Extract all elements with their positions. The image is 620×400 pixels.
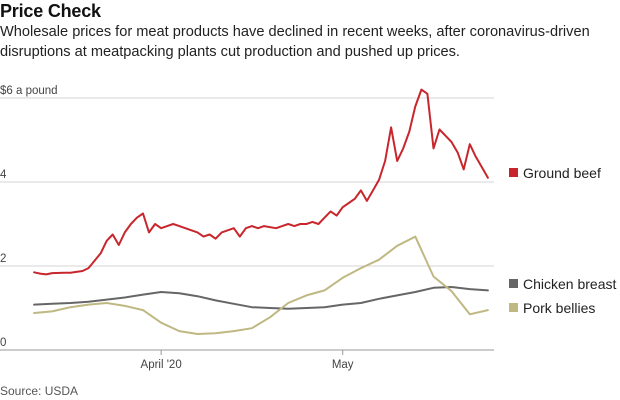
y-tick-label: $6 a pound	[0, 85, 58, 97]
legend-swatch-chicken-breast	[509, 279, 518, 288]
series-line-chicken-breast	[33, 286, 489, 310]
chart-title: Price Check	[0, 1, 101, 21]
chart-subtitle: Wholesale prices for meat products have …	[0, 24, 590, 60]
legend-swatch-ground-beef	[509, 168, 518, 177]
gridlines	[0, 97, 494, 351]
y-tick-label: 2	[0, 253, 6, 265]
series-line-pork-bellies	[33, 235, 489, 335]
x-axis-ticks: April '20 May	[141, 350, 354, 371]
legend-label-pork-bellies: Pork bellies	[523, 300, 595, 316]
legend-label-ground-beef: Ground beef	[523, 165, 601, 181]
y-tick-label: 4	[0, 169, 7, 181]
y-axis-ticks: $6 a pound 4 2 0	[0, 85, 58, 349]
legend: Ground beef Chicken breast Pork bellies	[509, 165, 616, 316]
source-note: Source: USDA	[0, 384, 79, 398]
series-line-ground-beef	[33, 88, 489, 276]
series-lines	[33, 88, 489, 335]
x-tick-label: May	[332, 359, 354, 371]
y-tick-label: 0	[0, 337, 6, 349]
legend-label-chicken-breast: Chicken breast	[523, 276, 616, 292]
legend-swatch-pork-bellies	[509, 303, 518, 312]
x-tick-label: April '20	[141, 359, 182, 371]
